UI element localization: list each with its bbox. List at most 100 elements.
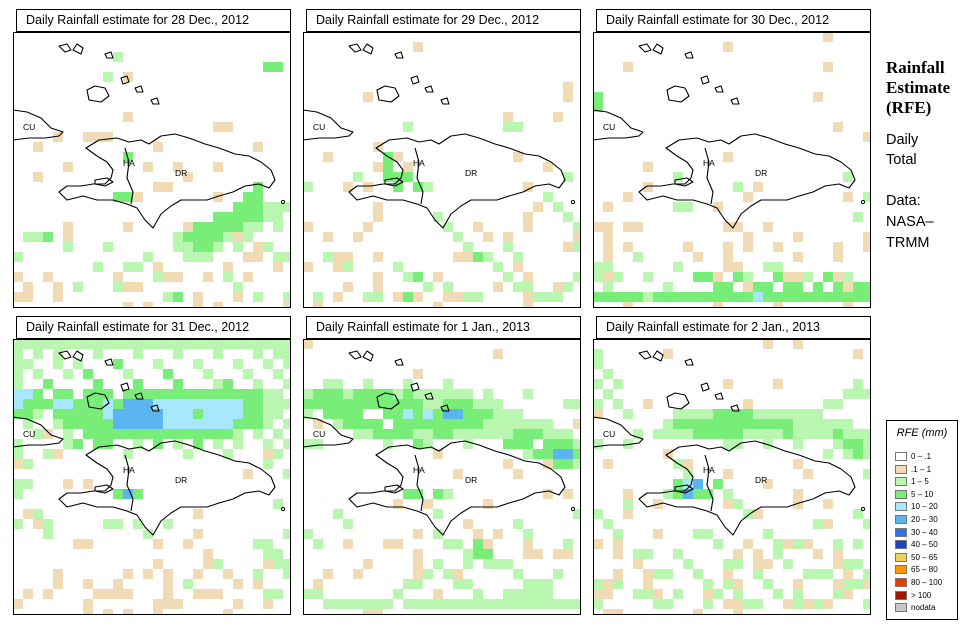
rainfall-cell (103, 242, 113, 252)
rainfall-cell (233, 202, 243, 212)
rainfall-cell (693, 429, 703, 439)
map-title-line: Estimate (886, 78, 951, 97)
rainfall-cell (193, 302, 203, 308)
rainfall-cell (843, 389, 853, 399)
rainfall-cell (133, 192, 143, 202)
rainfall-cell (823, 62, 833, 72)
rainfall-cell (473, 539, 483, 549)
rainfall-cell (53, 579, 63, 589)
rainfall-cell (723, 252, 733, 262)
rainfall-cell (343, 539, 353, 549)
rainfall-cell (303, 389, 313, 399)
rainfall-cell (373, 429, 383, 439)
rainfall-cell (853, 379, 863, 389)
bahamas-island-outline (150, 97, 160, 105)
country-label-cu: CU (603, 429, 615, 439)
bahamas-island-outline (730, 97, 740, 105)
rainfall-cell (733, 262, 743, 272)
haiti-dr-border (124, 147, 134, 205)
rainfall-cell (763, 292, 773, 302)
rainfall-cell (53, 339, 63, 349)
rainfall-cell (343, 182, 353, 192)
rainfall-cell (143, 302, 153, 308)
panel-title: Daily Rainfall estimate for 28 Dec., 201… (16, 9, 291, 32)
rainfall-cell (673, 479, 683, 489)
rainfall-cell (73, 419, 83, 429)
rainfall-cell (413, 399, 423, 409)
legend-item: 65 – 80 (895, 565, 957, 575)
rainfall-cell (683, 292, 693, 302)
rainfall-cell (393, 499, 403, 509)
rainfall-cell (783, 429, 793, 439)
rainfall-cell (323, 379, 333, 389)
rainfall-cell (753, 599, 763, 609)
country-label-ha: HA (703, 158, 715, 168)
rainfall-cell (273, 62, 283, 72)
rainfall-cell (513, 469, 523, 479)
rainfall-cell (723, 152, 733, 162)
rainfall-cell (763, 409, 773, 419)
rainfall-cell (63, 232, 73, 242)
rainfall-cell (833, 589, 843, 599)
rainfall-cell (93, 132, 103, 142)
rainfall-cell (403, 419, 413, 429)
rainfall-cell (253, 419, 263, 429)
rainfall-cell (213, 389, 223, 399)
rainfall-cell (513, 439, 523, 449)
rainfall-cell (313, 439, 323, 449)
rainfall-cell (213, 419, 223, 429)
rainfall-cell (273, 559, 283, 569)
rainfall-cell (183, 419, 193, 429)
rainfall-cell (363, 429, 373, 439)
rainfall-cell (163, 419, 173, 429)
map-frame (13, 32, 291, 308)
rainfall-cell (183, 579, 193, 589)
rainfall-cell (113, 519, 123, 529)
rainfall-cell (173, 399, 183, 409)
rainfall-cell (493, 409, 503, 419)
panel-title: Daily Rainfall estimate for 1 Jan., 2013 (306, 316, 581, 339)
bahamas-island-outline (72, 43, 84, 55)
rainfall-cell (243, 409, 253, 419)
rainfall-cell (213, 349, 223, 359)
rainfall-cell (493, 429, 503, 439)
rainfall-cell (363, 419, 373, 429)
haiti-dr-border (414, 454, 424, 512)
rainfall-cell (253, 389, 263, 399)
gonave-island-outline (94, 177, 114, 187)
rainfall-cell (193, 439, 203, 449)
rainfall-cell (333, 389, 343, 399)
rainfall-cell (113, 359, 123, 369)
rainfall-cell (283, 349, 291, 359)
rainfall-cell (173, 429, 183, 439)
rainfall-cell (373, 212, 383, 222)
rainfall-cell (253, 222, 263, 232)
rainfall-cell (733, 559, 743, 569)
rainfall-cell (203, 222, 213, 232)
country-label-ha: HA (123, 158, 135, 168)
rainfall-cell (483, 419, 493, 429)
rainfall-cell (473, 222, 483, 232)
rainfall-cell (853, 449, 863, 459)
rainfall-cell (43, 232, 53, 242)
rainfall-cell (643, 569, 653, 579)
rainfall-cell (793, 439, 803, 449)
legend-swatch (895, 452, 907, 461)
rainfall-cell (433, 599, 443, 609)
rainfall-cell (523, 539, 533, 549)
legend-swatch (895, 464, 907, 474)
rainfall-cell (693, 409, 703, 419)
rainfall-cell (673, 489, 683, 499)
rainfall-cell (223, 339, 233, 349)
rainfall-cell (63, 479, 73, 489)
rainfall-cell (213, 399, 223, 409)
legend-item: 5 – 10 (895, 489, 957, 500)
rainfall-cell (793, 429, 803, 439)
rainfall-cell (453, 409, 463, 419)
rainfall-cell (213, 162, 223, 172)
rainfall-cell (153, 439, 163, 449)
rainfall-cell (603, 389, 613, 399)
rainfall-cell (513, 122, 523, 132)
rainfall-map: CU HA DR (303, 32, 581, 308)
rainfall-cell (133, 409, 143, 419)
